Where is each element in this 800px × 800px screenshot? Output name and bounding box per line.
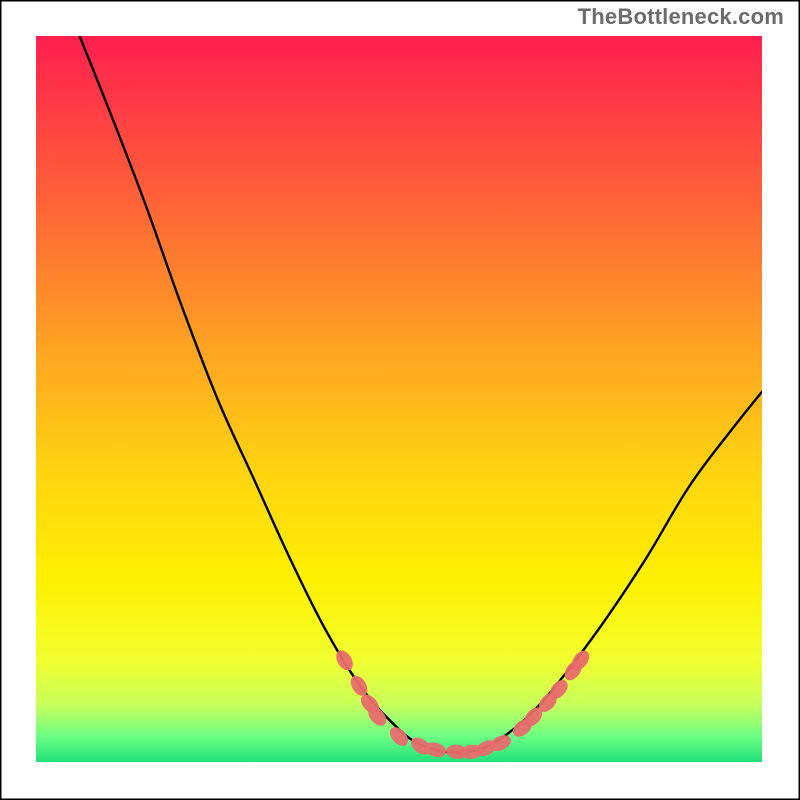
bottleneck-chart — [0, 0, 800, 800]
watermark-text: TheBottleneck.com — [578, 4, 784, 30]
plot-background — [36, 36, 762, 762]
